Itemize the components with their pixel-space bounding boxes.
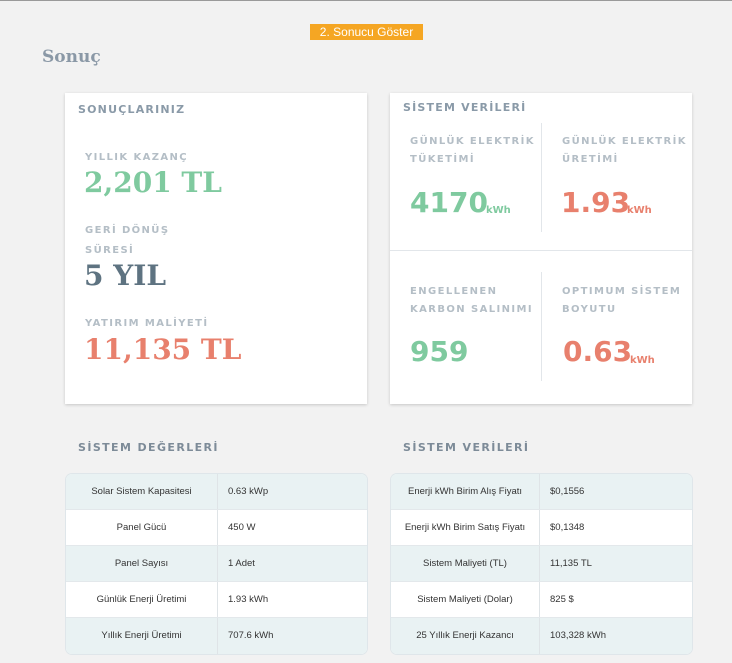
page-title: Sonuç bbox=[42, 47, 101, 67]
vertical-divider bbox=[541, 123, 542, 232]
table-row: Enerji kWh Birim Alış Fiyatı $0,1556 bbox=[391, 474, 692, 510]
table-cell-value: $0,1348 bbox=[550, 522, 585, 533]
table-cell-key: Enerji kWh Birim Alış Fiyatı bbox=[391, 474, 540, 509]
annual-gain-value: 2,201 TL bbox=[84, 166, 222, 199]
table-cell-key: Sistem Maliyeti (Dolar) bbox=[391, 582, 540, 617]
table-cell-value: 0.63 kWp bbox=[228, 486, 269, 497]
daily-production-label-2: ÜRETİMİ bbox=[562, 154, 619, 165]
investment-label: YATIRIM MALİYETİ bbox=[85, 318, 209, 329]
results-card: SONUÇLARINIZ YILLIK KAZANÇ 2,201 TL GERİ… bbox=[65, 93, 367, 404]
table-cell-key: 25 Yıllık Enerji Kazancı bbox=[391, 618, 540, 654]
table-row: Enerji kWh Birim Satış Fiyatı $0,1348 bbox=[391, 510, 692, 546]
table-cell-key: Günlük Enerji Üretimi bbox=[66, 582, 218, 617]
annual-gain-label: YILLIK KAZANÇ bbox=[85, 152, 189, 163]
system-data-card-heading: SİSTEM VERİLERİ bbox=[403, 101, 527, 114]
table-cell-value: 825 $ bbox=[550, 594, 574, 605]
carbon-value: 959 bbox=[410, 335, 469, 368]
results-card-heading: SONUÇLARINIZ bbox=[78, 103, 186, 116]
table-cell-key: Enerji kWh Birim Satış Fiyatı bbox=[391, 510, 540, 545]
table-cell-value: 103,328 kWh bbox=[550, 630, 606, 641]
table-row: Panel Sayısı 1 Adet bbox=[66, 546, 367, 582]
system-data-card: SİSTEM VERİLERİ GÜNLÜK ELEKTRİK TÜKETİMİ… bbox=[390, 93, 692, 404]
payback-label-1: GERİ DÖNÜŞ bbox=[85, 225, 170, 236]
daily-consumption-value: 4170 bbox=[410, 186, 488, 219]
table-row: Sistem Maliyeti (Dolar) 825 $ bbox=[391, 582, 692, 618]
step-tag[interactable]: 2. Sonucu Göster bbox=[310, 24, 423, 40]
table-row: Sistem Maliyeti (TL) 11,135 TL bbox=[391, 546, 692, 582]
table-cell-value: 707.6 kWh bbox=[228, 630, 274, 641]
carbon-label-2: KARBON SALINIMI bbox=[410, 304, 533, 315]
table-cell-value: 450 W bbox=[228, 522, 256, 533]
daily-production-unit: kWh bbox=[627, 205, 652, 216]
payback-value: 5 YIL bbox=[84, 259, 167, 292]
daily-production-value: 1.93 bbox=[561, 186, 631, 219]
optimum-label-1: OPTIMUM SİSTEM bbox=[562, 286, 682, 297]
table-row: Günlük Enerji Üretimi 1.93 kWh bbox=[66, 582, 367, 618]
payback-label-2: SÜRESİ bbox=[85, 245, 135, 256]
system-data-heading: SİSTEM VERİLERİ bbox=[403, 441, 530, 454]
horizontal-divider bbox=[390, 250, 692, 251]
daily-consumption-label-2: TÜKETİMİ bbox=[410, 154, 475, 165]
daily-consumption-unit: kWh bbox=[486, 205, 511, 216]
table-cell-key: Panel Sayısı bbox=[66, 546, 218, 581]
optimum-label-2: BOYUTU bbox=[562, 304, 617, 315]
investment-value: 11,135 TL bbox=[84, 333, 242, 366]
daily-production-label-1: GÜNLÜK ELEKTRİK bbox=[562, 136, 687, 147]
table-cell-value: 11,135 TL bbox=[550, 558, 592, 569]
table-cell-key: Solar Sistem Kapasitesi bbox=[66, 474, 218, 509]
vertical-divider bbox=[541, 272, 542, 381]
table-cell-key: Panel Gücü bbox=[66, 510, 218, 545]
system-data-table: Enerji kWh Birim Alış Fiyatı $0,1556 Ene… bbox=[391, 474, 692, 654]
daily-consumption-label-1: GÜNLÜK ELEKTRİK bbox=[410, 136, 535, 147]
carbon-label-1: ENGELLENEN bbox=[410, 286, 498, 297]
table-cell-value: $0,1556 bbox=[550, 486, 585, 497]
system-values-table: Solar Sistem Kapasitesi 0.63 kWp Panel G… bbox=[66, 474, 367, 654]
table-cell-key: Yıllık Enerji Üretimi bbox=[66, 618, 218, 654]
optimum-value: 0.63 bbox=[563, 335, 633, 368]
table-row: Yıllık Enerji Üretimi 707.6 kWh bbox=[66, 618, 367, 654]
table-row: Panel Gücü 450 W bbox=[66, 510, 367, 546]
table-cell-key: Sistem Maliyeti (TL) bbox=[391, 546, 540, 581]
system-values-heading: SİSTEM DEĞERLERİ bbox=[78, 441, 219, 454]
optimum-unit: kWh bbox=[630, 355, 655, 366]
table-row: Solar Sistem Kapasitesi 0.63 kWp bbox=[66, 474, 367, 510]
table-row: 25 Yıllık Enerji Kazancı 103,328 kWh bbox=[391, 618, 692, 654]
table-cell-value: 1.93 kWh bbox=[228, 594, 269, 605]
table-cell-value: 1 Adet bbox=[228, 558, 255, 569]
